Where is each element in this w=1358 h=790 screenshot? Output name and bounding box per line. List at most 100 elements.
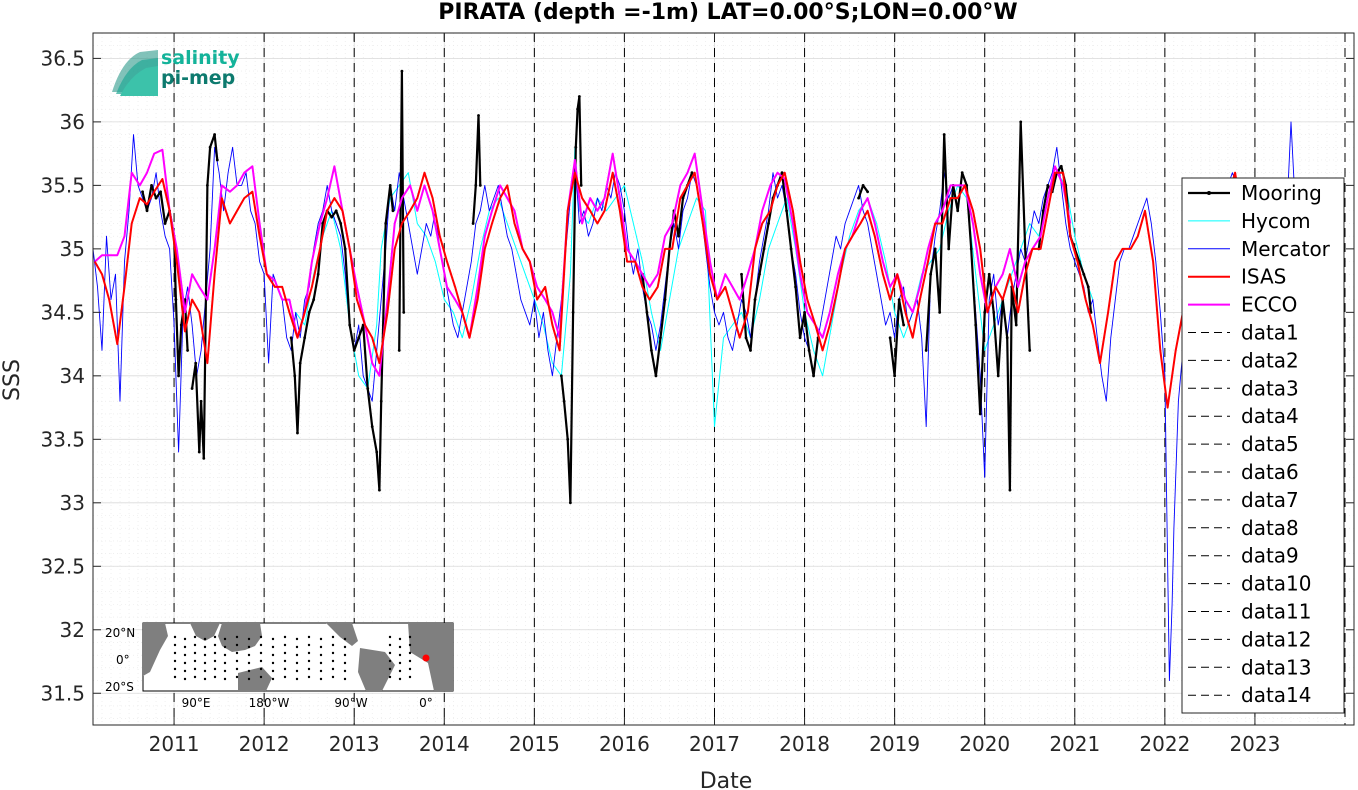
series-point-mooring <box>474 183 478 187</box>
mooring-dot <box>271 637 275 641</box>
mooring-dot <box>213 659 217 663</box>
mooring-dot <box>193 643 197 647</box>
x-tick-label: 2021 <box>1049 732 1100 756</box>
mooring-dot <box>173 675 177 679</box>
mooring-dot <box>235 667 239 671</box>
land-australia <box>238 667 272 691</box>
legend-label: data1 <box>1241 321 1299 345</box>
series-point-mooring <box>566 437 570 441</box>
mooring-dot <box>183 637 187 641</box>
legend-label: Hycom <box>1241 209 1311 233</box>
legend-box <box>1181 177 1345 714</box>
mooring-dot <box>247 661 251 665</box>
series-point-mooring <box>659 336 662 340</box>
series-line-mooring <box>472 114 482 224</box>
mooring-dot <box>271 645 275 649</box>
mooring-dot <box>173 651 177 655</box>
mooring-dot <box>331 643 335 647</box>
y-tick-label: 32.5 <box>40 554 85 578</box>
series-point-mooring <box>933 247 937 251</box>
series-point-mooring <box>321 222 325 225</box>
plot-area: 2011 2012 2013 2014 2015 2016 2017 2018 2019 2020… <box>40 32 1355 756</box>
map-lat-label-0: 0° <box>116 653 130 667</box>
x-tick-label: 2018 <box>779 732 830 756</box>
mooring-dot <box>295 677 299 681</box>
logo-waves-icon <box>112 50 158 96</box>
legend-marker <box>1207 191 1211 195</box>
map-lon-label-0: 0° <box>419 696 433 710</box>
x-tick-label: 2016 <box>599 732 650 756</box>
mooring-dot <box>193 675 197 679</box>
series-point-mooring <box>753 298 757 302</box>
inset-map-frame <box>142 622 454 692</box>
legend-label: data2 <box>1241 348 1299 372</box>
mooring-dot <box>259 651 263 655</box>
series-point-mooring <box>803 310 806 314</box>
series-point-mooring <box>348 323 352 327</box>
series-point-mooring <box>1046 183 1050 187</box>
land-maritime-asia <box>218 623 262 652</box>
series-point-mooring <box>141 190 144 194</box>
mooring-dot <box>283 659 287 663</box>
mooring-dot <box>183 653 187 657</box>
mooring-dot <box>193 667 197 671</box>
series-point-mooring <box>762 247 766 251</box>
y-axis-ticks: 31.5 32 32.5 33 33.5 34 34.5 35 35.5 36 36.5 <box>40 46 1354 705</box>
series-point-mooring <box>574 145 578 149</box>
mooring-dot <box>295 653 299 657</box>
series-point-mooring <box>213 133 216 136</box>
series-point-mooring <box>663 298 667 302</box>
x-tick-label: 2012 <box>239 732 290 756</box>
mooring-dot <box>223 669 227 673</box>
series-point-mooring <box>478 183 482 187</box>
series-point-mooring <box>650 349 653 352</box>
series-point-mooring <box>902 323 906 327</box>
mooring-dot <box>331 635 335 639</box>
series-point-mooring <box>384 222 388 225</box>
mooring-dot <box>343 669 347 673</box>
series-point-mooring <box>992 310 996 314</box>
mooring-dot <box>408 675 412 679</box>
series-point-mooring <box>379 399 383 403</box>
mooring-dot <box>283 643 287 647</box>
mooring-dot <box>295 637 299 641</box>
series-point-mooring <box>767 222 770 225</box>
x-axis-label: Date <box>700 769 753 790</box>
mooring-dot <box>203 661 207 665</box>
mooring-dot <box>283 651 287 655</box>
mooring-dot <box>319 661 323 665</box>
series-point-mooring <box>339 222 343 225</box>
series-point-mooring <box>807 349 811 352</box>
series-point-mooring <box>174 298 178 302</box>
mooring-dot <box>173 659 177 663</box>
mooring-dot <box>343 677 347 681</box>
mooring-dot <box>235 659 239 663</box>
series-point-mooring <box>794 285 797 289</box>
mooring-dot <box>183 669 187 673</box>
series-point-mooring <box>208 145 212 149</box>
x-tick-label: 2014 <box>419 732 470 756</box>
series-point-mooring <box>197 450 201 454</box>
legend-label: data14 <box>1241 683 1312 707</box>
series-point-mooring <box>357 336 361 340</box>
series-point-mooring <box>744 336 748 340</box>
series-point-mooring <box>397 349 401 352</box>
mooring-dot <box>193 659 197 663</box>
series-line-mooring <box>889 298 905 377</box>
series-point-mooring <box>215 158 219 162</box>
x-tick-label: 2019 <box>869 732 920 756</box>
series-point-mooring <box>1041 209 1045 213</box>
legend-label: ISAS <box>1241 265 1286 289</box>
mooring-dot <box>259 659 263 663</box>
mooring-dot <box>388 643 392 647</box>
mooring-dot <box>319 669 323 673</box>
mooring-dot <box>319 637 323 641</box>
legend-label: data13 <box>1241 655 1312 679</box>
series-point-mooring <box>571 310 575 314</box>
logo-line1: salinity <box>161 47 240 69</box>
series-point-mooring <box>929 272 933 276</box>
series-point-mooring <box>471 222 475 225</box>
series-point-mooring <box>938 310 942 314</box>
series-point-mooring <box>159 190 162 194</box>
y-tick-label: 35.5 <box>40 173 85 197</box>
